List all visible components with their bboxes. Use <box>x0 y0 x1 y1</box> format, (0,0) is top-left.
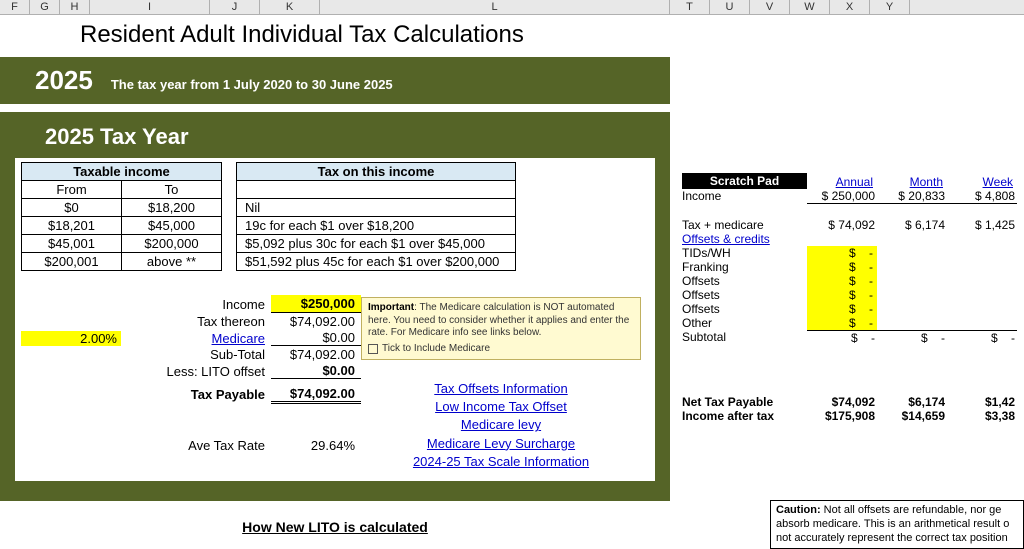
offset-cell[interactable]: $ - <box>807 288 877 302</box>
offset-label: Other <box>682 316 807 330</box>
bracket-to: $45,000 <box>122 217 222 235</box>
tax-on-cell: Nil <box>237 199 516 217</box>
link-medicare-levy[interactable]: Medicare levy <box>461 417 541 432</box>
ave-value: 29.64% <box>271 438 361 453</box>
after-label: Income after tax <box>682 409 807 423</box>
offset-cell[interactable]: $ - <box>807 274 877 288</box>
scratch-income-week: $ 4,808 <box>947 189 1017 204</box>
medicare-value: $0.00 <box>271 330 361 346</box>
scratch-taxmed-annual: $ 74,092 <box>807 218 877 232</box>
col-week[interactable]: Week <box>947 175 1017 189</box>
col-header-U[interactable]: U <box>710 0 750 14</box>
bracket-to: $200,000 <box>122 235 222 253</box>
scratch-taxmed-month: $ 6,174 <box>877 218 947 232</box>
tax-on-header: Tax on this income <box>237 163 516 181</box>
col-header-T[interactable]: T <box>670 0 710 14</box>
offset-cell[interactable]: $ - <box>807 246 877 260</box>
income-input[interactable]: $250,000 <box>271 295 361 313</box>
year-number: 2025 <box>35 65 93 96</box>
bracket-from: $200,001 <box>22 253 122 271</box>
scratch-pad: Scratch Pad Annual Month Week Income $ 2… <box>682 173 1022 423</box>
col-header-L[interactable]: L <box>320 0 670 14</box>
year-subtitle: The tax year from 1 July 2020 to 30 June… <box>111 77 393 92</box>
important-note: Important: The Medicare calculation is N… <box>361 297 641 360</box>
offset-label: TIDs/WH <box>682 246 807 260</box>
ave-label: Ave Tax Rate <box>121 438 271 453</box>
col-header-G[interactable]: G <box>30 0 60 14</box>
bracket-from: $45,001 <box>22 235 122 253</box>
column-headers: FGHIJKLTUVWXY <box>0 0 1024 15</box>
offset-cell[interactable]: $ - <box>807 302 877 316</box>
from-label: From <box>22 181 122 199</box>
col-header-X[interactable]: X <box>830 0 870 14</box>
how-lito-heading: How New LITO is calculated <box>0 501 670 535</box>
payable-value: $74,092.00 <box>271 386 361 404</box>
to-label: To <box>122 181 222 199</box>
subtotal-label: Sub-Total <box>121 347 271 362</box>
tax-on-table: Tax on this income Nil19c for each $1 ov… <box>236 162 516 271</box>
tax-year-heading: 2025 Tax Year <box>15 122 655 158</box>
link-medicare-surcharge[interactable]: Medicare Levy Surcharge <box>427 436 575 451</box>
tax-on-cell: 19c for each $1 over $18,200 <box>237 217 516 235</box>
col-header-Y[interactable]: Y <box>870 0 910 14</box>
bracket-from: $0 <box>22 199 122 217</box>
scratch-income-annual: $ 250,000 <box>807 189 877 204</box>
caution-box: Caution: Not all offsets are refundable,… <box>770 500 1024 549</box>
col-header-W[interactable]: W <box>790 0 830 14</box>
after-month: $14,659 <box>877 409 947 423</box>
link-offsets-info[interactable]: Tax Offsets Information <box>434 381 567 396</box>
scratch-title: Scratch Pad <box>682 173 807 189</box>
net-week: $1,42 <box>947 395 1017 409</box>
link-tax-scale[interactable]: 2024-25 Tax Scale Information <box>413 454 589 469</box>
offset-cell[interactable]: $ - <box>807 316 877 330</box>
scratch-taxmed-week: $ 1,425 <box>947 218 1017 232</box>
bracket-from: $18,201 <box>22 217 122 235</box>
offset-label: Offsets <box>682 302 807 316</box>
col-month[interactable]: Month <box>877 175 947 189</box>
medicare-link[interactable]: Medicare <box>212 331 265 346</box>
col-header-K[interactable]: K <box>260 0 320 14</box>
offset-label: Offsets <box>682 274 807 288</box>
bracket-to: above ** <box>122 253 222 271</box>
col-annual[interactable]: Annual <box>807 175 877 189</box>
scratch-taxmed-label: Tax + medicare <box>682 218 807 232</box>
medicare-pct[interactable]: 2.00% <box>21 331 121 346</box>
col-header-H[interactable]: H <box>60 0 90 14</box>
scratch-income-month: $ 20,833 <box>877 189 947 204</box>
col-header-J[interactable]: J <box>210 0 260 14</box>
tax-thereon-label: Tax thereon <box>121 314 271 329</box>
net-month: $6,174 <box>877 395 947 409</box>
net-label: Net Tax Payable <box>682 395 807 409</box>
offset-label: Offsets <box>682 288 807 302</box>
payable-label: Tax Payable <box>121 387 271 402</box>
page-title: Resident Adult Individual Tax Calculatio… <box>0 15 1024 57</box>
offsets-credits-link[interactable]: Offsets & credits <box>682 232 807 246</box>
bracket-table: Taxable income From To $0$18,200$18,201$… <box>21 162 222 271</box>
income-label: Income <box>121 297 271 312</box>
lito-value: $0.00 <box>271 363 361 379</box>
scratch-income-label: Income <box>682 189 807 204</box>
tax-on-cell: $51,592 plus 45c for each $1 over $200,0… <box>237 253 516 271</box>
col-header-I[interactable]: I <box>90 0 210 14</box>
lito-label: Less: LITO offset <box>121 364 271 379</box>
after-week: $3,38 <box>947 409 1017 423</box>
offset-label: Franking <box>682 260 807 274</box>
bracket-header: Taxable income <box>22 163 222 181</box>
after-annual: $175,908 <box>807 409 877 423</box>
tax-on-cell: $5,092 plus 30c for each $1 over $45,000 <box>237 235 516 253</box>
subtotal-value: $74,092.00 <box>271 347 361 362</box>
tax-thereon-value: $74,092.00 <box>271 314 361 329</box>
include-medicare-label: Tick to Include Medicare <box>382 343 490 356</box>
col-header-V[interactable]: V <box>750 0 790 14</box>
net-annual: $74,092 <box>807 395 877 409</box>
scratch-subtotal-label: Subtotal <box>682 330 807 345</box>
bracket-to: $18,200 <box>122 199 222 217</box>
year-banner: 2025 The tax year from 1 July 2020 to 30… <box>0 57 670 104</box>
col-header-F[interactable]: F <box>0 0 30 14</box>
link-lito[interactable]: Low Income Tax Offset <box>435 399 567 414</box>
offset-cell[interactable]: $ - <box>807 260 877 274</box>
include-medicare-checkbox[interactable] <box>368 344 378 354</box>
tax-year-block: 2025 Tax Year Taxable income From To $0$… <box>0 112 670 501</box>
